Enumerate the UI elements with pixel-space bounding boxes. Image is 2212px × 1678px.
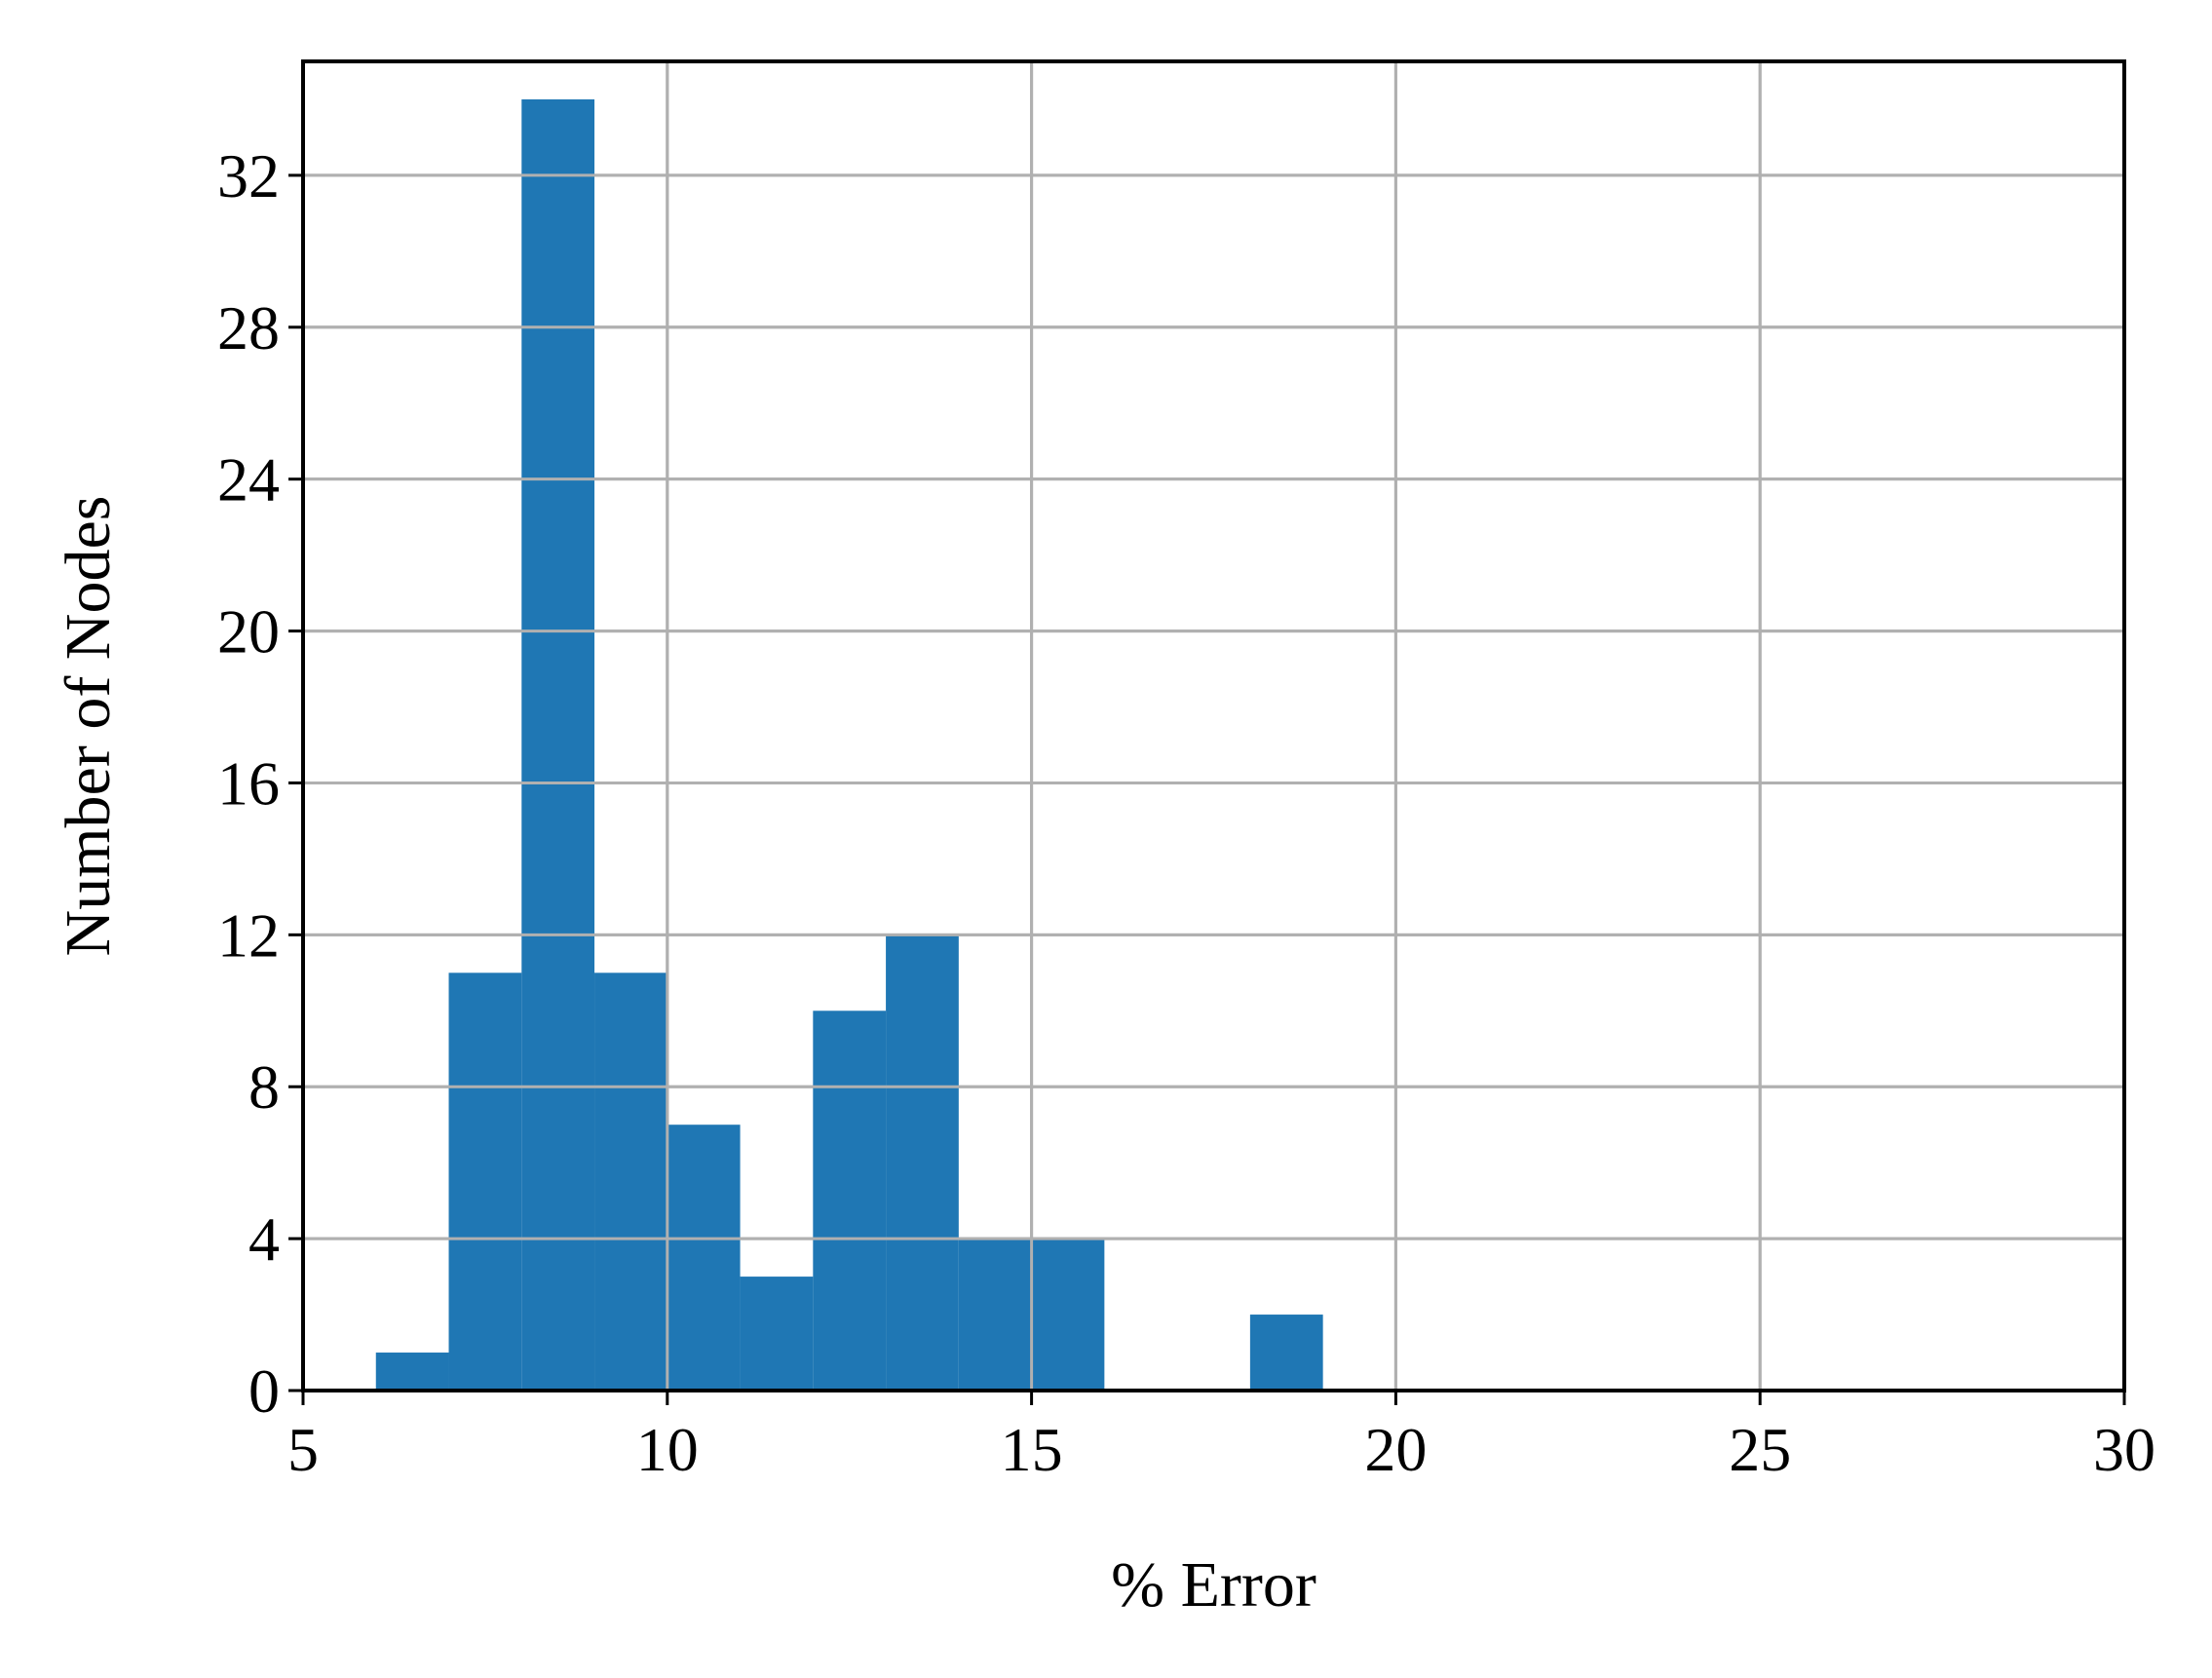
y-axis-ticks: 0 4 8 12 16 20 24 28 32 [217,141,303,1426]
y-tick-label: 4 [248,1204,280,1274]
y-tick-label: 0 [248,1356,280,1426]
x-tick-label: 25 [1729,1415,1791,1484]
y-tick-label: 8 [248,1052,280,1122]
histogram-bar [740,1277,814,1391]
x-tick-label: 10 [636,1415,699,1484]
histogram-bar [448,972,522,1391]
y-tick-label: 32 [217,141,280,210]
x-tick-label: 5 [287,1415,319,1484]
axes-frame [301,59,2126,1392]
histogram-bar [958,1239,1032,1391]
histogram-bar [813,1011,887,1391]
x-tick-label: 20 [1364,1415,1427,1484]
y-tick-label: 20 [217,597,280,667]
y-tick-label: 24 [217,445,280,515]
x-axis-ticks: 5 10 15 20 25 30 [287,1391,2155,1484]
histogram-bar [1249,1315,1323,1391]
histogram-bar [594,972,667,1391]
histogram-bar [667,1125,741,1391]
histogram-bar [375,1353,449,1391]
x-axis-label: % Error [1111,1549,1316,1621]
axes [301,59,2126,1392]
grid-overlay [301,61,2126,1392]
x-tick-label: 30 [2093,1415,2155,1484]
y-tick-label: 16 [217,748,280,818]
histogram-bars [301,61,2126,1392]
histogram-bar [521,98,595,1391]
y-axis-label: Number of Nodes [53,496,124,957]
x-tick-label: 15 [1001,1415,1063,1484]
histogram-bar [886,934,959,1391]
y-tick-label: 28 [217,293,280,362]
histogram-bar [1031,1239,1105,1391]
y-tick-label: 12 [217,900,280,970]
